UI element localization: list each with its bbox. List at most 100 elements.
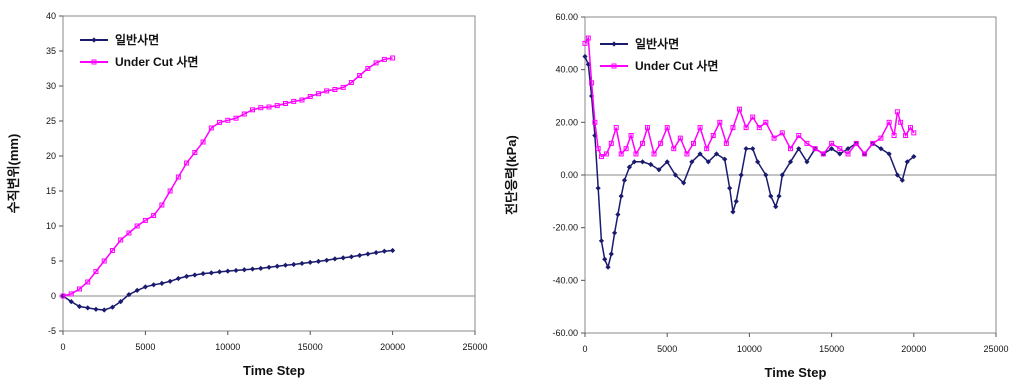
data-point — [829, 146, 835, 152]
chart-vertical-displacement: -5 0 5 10 15 20 25 30 35 40 0 5000 10000 15000 20000 25… — [6, 11, 488, 378]
y-tick-label: 10 — [46, 221, 56, 231]
x-tick-label: 5000 — [135, 342, 155, 352]
data-point — [787, 159, 794, 165]
data-point — [68, 291, 74, 297]
data-point — [776, 193, 782, 199]
data-point — [640, 140, 646, 146]
data-point — [908, 125, 914, 131]
data-point — [664, 159, 670, 165]
data-point — [167, 188, 173, 194]
data-point — [225, 117, 231, 123]
data-point — [233, 115, 239, 121]
data-point — [837, 151, 843, 157]
data-point — [608, 140, 614, 146]
data-point — [159, 202, 165, 208]
data-point — [618, 193, 624, 199]
data-point — [381, 248, 387, 254]
data-point — [886, 119, 892, 125]
data-point — [365, 251, 371, 257]
data-point — [589, 80, 595, 86]
data-point — [332, 87, 338, 92]
data-point — [804, 140, 810, 146]
data-point — [829, 140, 835, 146]
legend-swatch-marker — [91, 37, 97, 43]
x-tick-label: 0 — [582, 344, 587, 354]
legend-swatch-marker — [91, 59, 97, 65]
data-point — [738, 172, 744, 178]
data-point — [324, 257, 330, 263]
legend-swatch-marker — [611, 63, 617, 69]
data-point — [903, 133, 909, 138]
data-point — [324, 88, 330, 94]
data-point — [192, 272, 198, 278]
data-point — [771, 135, 777, 141]
data-point — [723, 140, 729, 146]
data-point — [626, 164, 632, 170]
data-point — [705, 159, 711, 165]
data-point — [598, 154, 604, 160]
y-tick-label: -40.00 — [552, 275, 578, 285]
data-point — [689, 159, 695, 165]
data-point — [373, 60, 379, 66]
data-point — [126, 230, 132, 236]
x-axis-title: Time Step — [243, 363, 305, 378]
y-tick-label: 20 — [46, 151, 56, 161]
data-point — [381, 56, 387, 62]
data-point — [151, 282, 157, 288]
data-point — [750, 146, 756, 152]
x-tick-label: 15000 — [298, 342, 323, 352]
data-point — [151, 213, 157, 218]
data-point — [357, 73, 363, 78]
x-tick-label: 25000 — [983, 344, 1008, 354]
data-point — [249, 266, 256, 272]
data-point — [602, 256, 608, 262]
data-point — [691, 140, 697, 146]
data-point — [348, 254, 354, 260]
data-point — [697, 125, 703, 131]
data-point — [598, 238, 605, 244]
data-point — [845, 146, 851, 152]
data-point — [315, 258, 322, 264]
data-point — [710, 133, 716, 138]
data-point — [200, 271, 206, 277]
y-tick-label: 15 — [46, 186, 56, 196]
series-line-1 — [62, 57, 393, 297]
data-point — [233, 267, 239, 274]
data-point — [208, 270, 214, 276]
y-tick-label: -60.00 — [552, 328, 578, 338]
data-point — [307, 259, 313, 265]
data-point — [274, 263, 280, 269]
data-point — [796, 146, 802, 152]
data-point — [390, 247, 396, 254]
data-point — [241, 267, 247, 273]
data-point — [899, 177, 905, 183]
y-axis-title: 수직변위(mm) — [6, 134, 21, 214]
legend-swatch-marker — [611, 41, 617, 47]
data-point — [582, 40, 588, 46]
data-point — [159, 280, 165, 286]
y-tick-label: 20.00 — [555, 117, 578, 127]
data-point — [266, 264, 272, 270]
data-point — [611, 230, 618, 236]
x-tick-label: 0 — [60, 342, 65, 352]
data-point — [167, 278, 173, 284]
data-point — [274, 103, 280, 109]
data-point — [894, 172, 900, 178]
data-point — [756, 125, 762, 131]
data-point — [85, 305, 91, 311]
y-tick-label: 5 — [51, 256, 56, 266]
data-point — [623, 146, 629, 152]
data-point — [743, 125, 749, 131]
data-point — [837, 146, 843, 152]
y-tick-label: 25 — [46, 116, 56, 126]
data-point — [595, 146, 601, 152]
data-point — [250, 107, 256, 113]
data-point — [870, 140, 876, 146]
data-point — [733, 198, 739, 204]
data-point — [861, 151, 867, 157]
y-tick-label: 35 — [46, 46, 56, 56]
data-point — [613, 125, 619, 131]
data-point — [348, 80, 354, 85]
data-point — [282, 262, 289, 268]
data-point — [618, 151, 624, 157]
